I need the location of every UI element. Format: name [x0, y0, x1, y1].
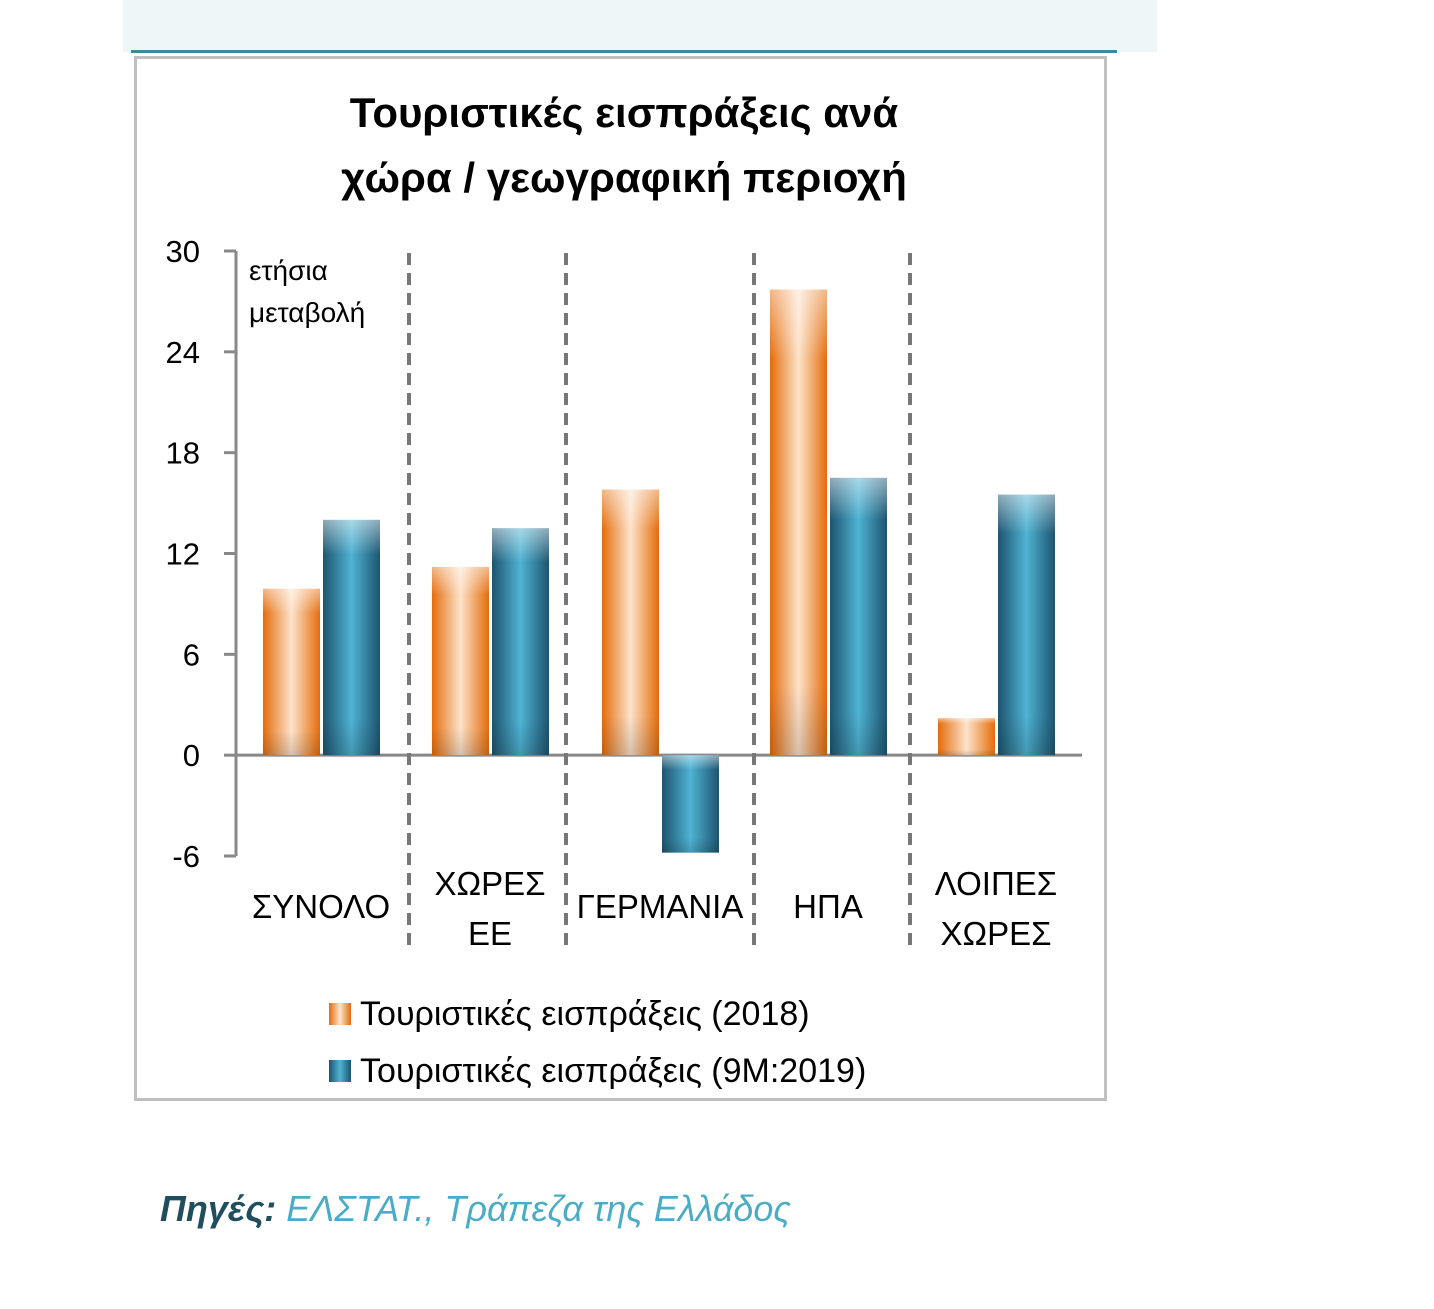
- header-band: [123, 0, 1157, 52]
- x-category-label: ΧΩΡΕΣ: [940, 915, 1051, 952]
- bar-bevel: [938, 718, 995, 756]
- x-category-label: ΧΩΡΕΣ: [434, 865, 545, 902]
- y-tick-label: 6: [183, 637, 200, 672]
- bar-bevel: [662, 755, 719, 853]
- bar-bevel: [263, 588, 320, 756]
- legend-label: Τουριστικές εισπράξεις (9M:2019): [360, 1052, 866, 1090]
- bar-bevel: [432, 566, 489, 756]
- source-note: Πηγές: ΕΛΣΤΑΤ., Τράπεζα της Ελλάδος: [160, 1188, 791, 1230]
- legend-swatch-2018: [329, 1003, 351, 1025]
- x-category-label: ΗΠΑ: [793, 888, 863, 925]
- header-line: [131, 50, 1117, 53]
- x-category-label: ΛΟΙΠΕΣ: [935, 865, 1057, 902]
- bar-bevel: [323, 519, 380, 756]
- chart-title-line-2: χώρα / γεωγραφική περιοχή: [341, 154, 907, 201]
- y-tick-label: -6: [172, 839, 200, 874]
- y-axis-label-line-1: ετήσια: [249, 255, 328, 286]
- y-tick-label: 12: [166, 537, 200, 572]
- y-tick-label: 0: [183, 738, 200, 773]
- x-category-label: ΣΥΝΟΛΟ: [252, 888, 390, 925]
- x-category-label: ΓΕΡΜΑΝΙΑ: [577, 888, 744, 925]
- legend-swatch-9m-2019: [329, 1060, 351, 1082]
- bar-bevel: [998, 494, 1055, 756]
- bar-bevel: [492, 528, 549, 756]
- y-tick-label: 30: [166, 234, 200, 269]
- y-tick-label: 24: [166, 335, 200, 370]
- y-tick-label: 18: [166, 436, 200, 471]
- legend-label: Τουριστικές εισπράξεις (2018): [360, 995, 810, 1033]
- bar-bevel: [830, 477, 887, 756]
- bar-bevel: [770, 289, 827, 756]
- y-axis-label-line-2: μεταβολή: [249, 297, 365, 328]
- bar-bevel: [602, 489, 659, 756]
- source-label: Πηγές:: [160, 1188, 277, 1229]
- x-category-label: ΕΕ: [468, 915, 512, 952]
- source-text: ΕΛΣΤΑΤ., Τράπεζα της Ελλάδος: [286, 1188, 791, 1229]
- chart-title-line-1: Τουριστικές εισπράξεις ανά: [350, 89, 899, 136]
